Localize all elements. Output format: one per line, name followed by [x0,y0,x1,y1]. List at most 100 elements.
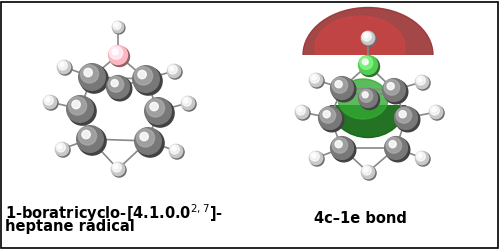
Ellipse shape [315,16,405,78]
Circle shape [362,32,372,41]
Circle shape [134,128,162,154]
FancyBboxPatch shape [288,55,448,105]
Circle shape [182,97,192,106]
Circle shape [335,81,342,88]
Circle shape [362,166,376,180]
Circle shape [150,102,158,111]
Circle shape [396,108,420,132]
Circle shape [146,99,174,127]
Circle shape [296,105,308,119]
Circle shape [320,108,336,123]
Circle shape [168,64,180,78]
Circle shape [416,76,430,90]
Text: 4c–1e bond: 4c–1e bond [314,211,406,226]
Circle shape [108,46,128,64]
Circle shape [140,132,148,141]
Circle shape [335,140,342,148]
Circle shape [170,145,184,159]
Circle shape [418,154,422,158]
Circle shape [416,152,430,166]
Circle shape [108,77,132,101]
Circle shape [364,34,368,38]
Circle shape [170,145,179,154]
Circle shape [320,108,344,132]
Ellipse shape [338,79,388,119]
Circle shape [84,68,92,77]
Circle shape [384,80,400,95]
Circle shape [332,137,347,153]
Circle shape [323,111,330,118]
Circle shape [46,98,50,102]
Circle shape [184,99,188,103]
Circle shape [66,96,94,122]
Ellipse shape [303,7,433,103]
Circle shape [112,162,124,176]
Circle shape [360,89,372,102]
Circle shape [330,77,353,99]
Circle shape [80,65,108,93]
Circle shape [362,59,368,65]
Circle shape [58,60,70,74]
Circle shape [112,21,124,33]
Circle shape [56,143,66,152]
Circle shape [416,152,426,161]
Circle shape [58,145,62,149]
Circle shape [44,96,58,110]
Circle shape [330,137,353,159]
Circle shape [384,137,407,159]
Circle shape [387,83,394,90]
Circle shape [106,76,130,98]
Circle shape [182,97,196,111]
Circle shape [362,32,376,46]
Circle shape [172,147,176,151]
Circle shape [430,106,440,115]
Circle shape [312,154,316,158]
Circle shape [110,46,122,59]
Circle shape [72,100,80,109]
Circle shape [82,130,90,139]
Circle shape [399,111,406,118]
Circle shape [168,65,177,74]
Circle shape [382,79,406,101]
Circle shape [108,76,124,92]
Circle shape [358,88,378,108]
Ellipse shape [330,72,406,137]
Circle shape [332,78,356,102]
Text: 1-boratricyclo-[4.1.0.0$^{2,7}$]-: 1-boratricyclo-[4.1.0.0$^{2,7}$]- [5,202,223,224]
Circle shape [396,108,411,123]
Circle shape [146,99,164,117]
Circle shape [170,144,182,158]
Circle shape [310,152,324,166]
Circle shape [56,143,70,157]
Circle shape [310,152,320,161]
Circle shape [111,80,118,87]
Circle shape [113,22,125,34]
Circle shape [312,76,316,80]
Circle shape [296,106,306,115]
Circle shape [418,78,422,82]
Text: heptane radical: heptane radical [5,219,135,234]
Circle shape [78,64,106,90]
Circle shape [114,165,118,169]
Circle shape [58,61,68,70]
Circle shape [394,107,417,129]
Circle shape [430,105,442,119]
Circle shape [78,127,106,155]
Circle shape [362,92,368,98]
Circle shape [310,73,322,87]
Circle shape [332,77,347,93]
Circle shape [389,140,396,148]
Circle shape [362,31,374,45]
Circle shape [310,74,324,88]
Circle shape [110,47,130,66]
Circle shape [416,75,428,89]
Circle shape [112,49,118,55]
Circle shape [360,57,380,76]
Circle shape [318,107,342,129]
Circle shape [170,67,174,71]
Circle shape [182,96,194,110]
Circle shape [416,151,428,165]
Circle shape [362,166,372,175]
Circle shape [384,80,408,104]
Circle shape [386,138,410,162]
